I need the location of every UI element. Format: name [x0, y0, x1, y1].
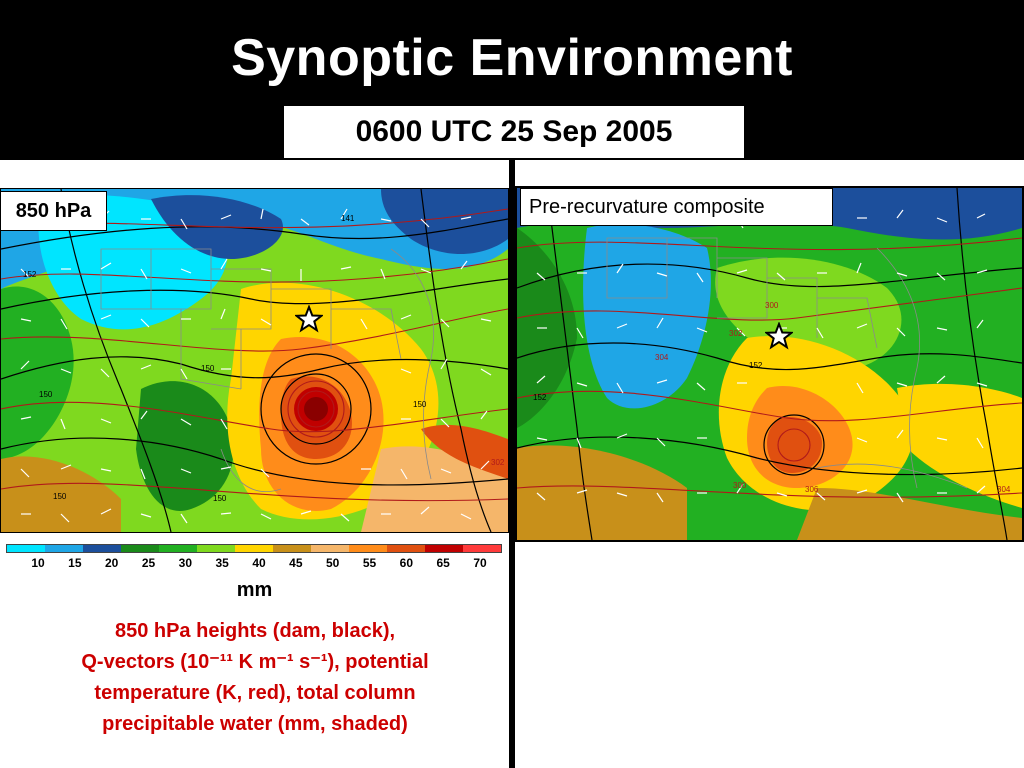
colorbar-swatch	[387, 545, 425, 552]
level-label: 850 hPa	[0, 191, 107, 231]
left-map: 141 152 150 150 150 150 302 150	[0, 188, 509, 533]
contour-label: 150	[201, 364, 215, 373]
contour-label: 150	[413, 400, 427, 409]
colorbar-tick-label: 35	[215, 556, 229, 570]
colorbar-swatch	[7, 545, 45, 552]
star-icon	[765, 322, 793, 350]
contour-label: 300	[733, 481, 747, 490]
right-map: 152 152 304 302 300 300 306 304	[515, 186, 1024, 542]
caption-line: 850 hPa heights (dam, black),	[114, 620, 396, 642]
contour-label: 141	[341, 214, 355, 223]
title-bar: Synoptic Environment 0600 UTC 25 Sep 200…	[0, 0, 1024, 160]
contour-label: 150	[39, 390, 53, 399]
colorbar-swatch	[273, 545, 311, 552]
colorbar-ticks: 10 15 20 25 30 35 40 45 50 55 60 65 70	[20, 556, 490, 574]
colorbar-swatch	[235, 545, 273, 552]
colorbar-tick-label: 55	[362, 556, 377, 570]
caption-line: Q-vectors (10⁻¹¹ K m⁻¹ s⁻¹), potential	[81, 651, 429, 673]
colorbar-tick-label: 30	[178, 556, 193, 570]
colorbar-swatch	[349, 545, 387, 552]
contour-label: 152	[533, 393, 547, 402]
colorbar-tick-label: 45	[289, 556, 303, 570]
figure-caption: 850 hPa heights (dam, black), Q-vectors …	[20, 616, 490, 740]
colorbar-tick-label: 10	[31, 556, 45, 570]
contour-label: 150	[53, 492, 67, 501]
contour-label: 152	[23, 270, 37, 279]
right-map-graphic: 152 152 304 302 300 300 306 304	[517, 188, 1022, 540]
colorbar-tick-label: 60	[399, 556, 414, 570]
contour-label: 302	[491, 458, 505, 467]
panel-divider	[509, 158, 515, 768]
caption-line: temperature (K, red), total column	[94, 682, 416, 704]
colorbar-swatch	[425, 545, 463, 552]
colorbar-swatch	[311, 545, 349, 552]
composite-label: Pre-recurvature composite	[520, 188, 833, 226]
colorbar-tick-label: 70	[473, 556, 487, 570]
valid-time-box: 0600 UTC 25 Sep 2005	[282, 104, 746, 160]
star-icon	[295, 305, 323, 333]
colorbar-units: mm	[236, 579, 273, 601]
contour-label: 306	[805, 485, 819, 494]
colorbar-swatch	[159, 545, 197, 552]
colorbar-swatch	[83, 545, 121, 552]
colorbar-swatch	[463, 545, 501, 552]
colorbar-tick-label: 65	[436, 556, 450, 570]
contour-label: 304	[655, 353, 669, 362]
contour-label: 300	[765, 301, 779, 310]
contour-label: 152	[749, 361, 763, 370]
colorbar-tick-label: 40	[252, 556, 266, 570]
left-map-graphic: 141 152 150 150 150 150 302 150	[1, 189, 508, 532]
colorbar	[6, 544, 502, 553]
contour-label: 304	[997, 485, 1011, 494]
colorbar-swatch	[121, 545, 159, 552]
contour-label: 302	[729, 329, 743, 338]
colorbar-swatch	[45, 545, 83, 552]
caption-line: precipitable water (mm, shaded)	[102, 713, 408, 735]
slide-title: Synoptic Environment	[231, 29, 793, 87]
colorbar-tick-label: 20	[104, 556, 119, 570]
colorbar-swatch	[197, 545, 235, 552]
colorbar-tick-label: 15	[68, 556, 82, 570]
colorbar-tick-label: 25	[141, 556, 156, 570]
colorbar-tick-label: 50	[325, 556, 340, 570]
contour-label: 150	[213, 494, 227, 503]
